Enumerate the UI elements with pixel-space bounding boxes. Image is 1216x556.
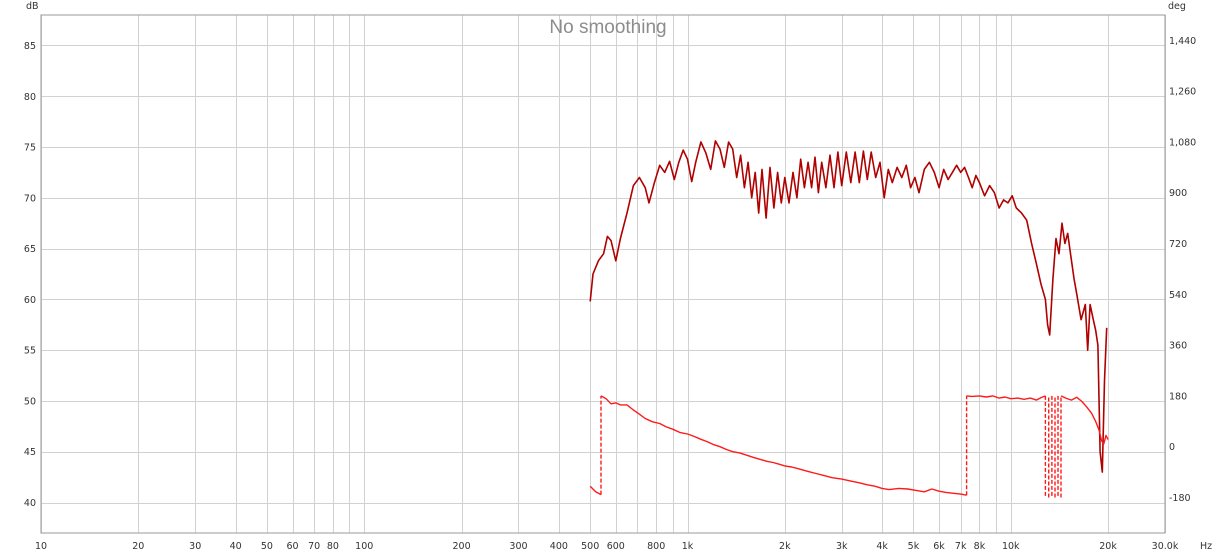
y-left-unit-label: dB	[26, 1, 39, 12]
x-tick-label: 10k	[1002, 541, 1020, 552]
x-tick-label: 20	[132, 541, 144, 552]
phase-line-segment	[600, 395, 967, 496]
y-gridlines	[41, 45, 1165, 504]
x-tick-label: 50	[261, 541, 273, 552]
y-right-tick-label: -180	[1169, 493, 1191, 504]
x-tick-label: 7k	[955, 541, 967, 552]
phase-line-segment	[966, 395, 1046, 401]
x-tick-label: 100	[355, 541, 373, 552]
phase-line-segment	[1060, 395, 1109, 445]
x-tick-label: 400	[550, 541, 568, 552]
y-left-tick-label: 80	[24, 92, 36, 103]
x-tick-label: 10	[35, 541, 47, 552]
y-left-tick-label: 65	[24, 244, 36, 255]
y-right-tick-label: 0	[1169, 442, 1175, 453]
chart-title: No smoothing	[549, 17, 666, 38]
x-tick-label: 40	[230, 541, 242, 552]
x-gridlines	[41, 15, 1166, 533]
plot-background	[41, 15, 1165, 533]
y-left-tick-label: 70	[24, 193, 36, 204]
y-left-tick-labels: 40 45 50 55 60 65 70 75 80 85	[24, 41, 36, 509]
y-right-unit-label: deg	[1168, 1, 1186, 12]
x-tick-label: 800	[647, 541, 665, 552]
y-left-tick-label: 60	[24, 295, 36, 306]
x-tick-label: 3k	[836, 541, 848, 552]
series-layer	[589, 140, 1109, 498]
y-left-tick-label: 40	[24, 498, 36, 509]
x-tick-label: 1k	[682, 541, 694, 552]
phase-line-segment	[589, 485, 602, 496]
y-right-tick-label: 900	[1169, 188, 1187, 199]
y-right-tick-labels: -180 0 180 360 540 720 900 1,080 1,260 1,440	[1169, 36, 1196, 504]
y-right-tick-label: 1,260	[1169, 87, 1196, 98]
y-left-tick-label: 85	[24, 41, 36, 52]
y-right-tick-label: 180	[1169, 391, 1187, 402]
y-left-tick-label: 75	[24, 143, 36, 154]
x-tick-label: 200	[452, 541, 470, 552]
x-tick-label: 5k	[908, 541, 920, 552]
x-tick-label: 30	[189, 541, 201, 552]
x-unit-label: Hz	[1200, 541, 1212, 552]
plot-border	[40, 14, 1166, 534]
x-tick-label: 600	[607, 541, 625, 552]
x-tick-label: 6k	[933, 541, 945, 552]
x-tick-label: 8k	[974, 541, 986, 552]
magnitude-line	[589, 140, 1108, 473]
x-tick-label: 60	[286, 541, 298, 552]
y-right-tick-label: 360	[1169, 341, 1187, 352]
y-right-tick-label: 720	[1169, 239, 1187, 250]
x-tick-label: 500	[581, 541, 599, 552]
x-tick-label: 20k	[1099, 541, 1117, 552]
y-left-tick-label: 50	[24, 396, 36, 407]
y-right-tick-label: 1,080	[1169, 137, 1196, 148]
x-tick-labels: 10 20 30 40 50 60 70 80 100 200 300 400 500 600 800 1k 2…	[35, 541, 1179, 552]
x-tick-label: 30.0k	[1152, 541, 1179, 552]
x-tick-label: 80	[327, 541, 339, 552]
x-tick-label: 70	[308, 541, 320, 552]
x-tick-label: 4k	[876, 541, 888, 552]
x-tick-label: 2k	[779, 541, 791, 552]
y-left-tick-label: 55	[24, 346, 36, 357]
y-right-tick-label: 1,440	[1169, 36, 1196, 47]
y-right-tick-label: 540	[1169, 290, 1187, 301]
x-tick-label: 300	[509, 541, 527, 552]
y-left-tick-label: 45	[24, 447, 36, 458]
